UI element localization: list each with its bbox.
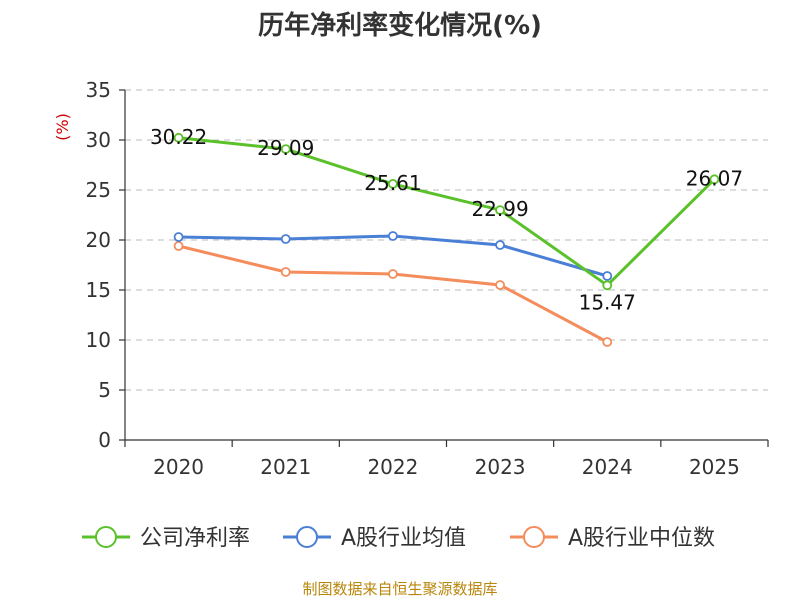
chart-title: 历年净利率变化情况(%)	[258, 10, 542, 41]
point-2-2021	[280, 267, 291, 277]
y-tick-label-10: 10	[86, 328, 111, 352]
point-0-2025	[709, 174, 720, 185]
point-0-2023	[495, 205, 505, 216]
point-2-2023	[495, 280, 505, 290]
legend-label-2: A股行业中位数	[568, 526, 715, 551]
x-tick-label-2022: 2022	[367, 455, 418, 479]
legend-item-0: 公司净利率	[82, 526, 250, 551]
x-tick-label-2020: 2020	[153, 455, 204, 479]
source-note: 制图数据来自恒生聚源数据库	[302, 580, 497, 598]
point-2-2022	[388, 269, 398, 279]
x-tick-label-2023: 2023	[475, 455, 526, 479]
legend: 公司净利率 A股行业均值 A股行业中位数	[82, 526, 715, 551]
legend-item-1: A股行业均值	[283, 526, 466, 551]
x-tick-label-2025: 2025	[689, 455, 740, 479]
y-tick-label-30: 30	[86, 128, 111, 152]
data-label-2020: 30.22	[150, 125, 207, 149]
y-tick-label-0: 0	[98, 428, 111, 452]
point-1-2023	[495, 240, 505, 250]
y-tick-label-15: 15	[86, 278, 111, 302]
point-0-2022	[388, 178, 398, 189]
point-0-2021	[280, 144, 291, 155]
data-label-2021: 29.09	[257, 136, 314, 160]
y-axis-label: (%)	[53, 113, 72, 141]
series-line-2	[178, 244, 608, 344]
legend-marker-1	[296, 526, 318, 548]
y-tick-label-35: 35	[86, 78, 111, 102]
y-tick-label-25: 25	[86, 178, 111, 202]
legend-label-0: 公司净利率	[140, 526, 250, 551]
point-2-2020	[173, 241, 184, 251]
series-lines	[173, 132, 720, 347]
point-0-2024	[602, 280, 613, 291]
x-tick-label-2024: 2024	[582, 455, 633, 479]
point-1-2021	[280, 234, 291, 244]
series-2	[173, 241, 613, 347]
data-label-2024: 15.47	[579, 290, 636, 314]
point-0-2020	[173, 132, 184, 143]
x-tick-label-2021: 2021	[260, 455, 311, 479]
data-label-2025: 26.07	[686, 166, 743, 190]
y-tick-label-5: 5	[98, 378, 111, 402]
y-tick-label-20: 20	[86, 228, 111, 252]
legend-item-2: A股行业中位数	[510, 526, 715, 551]
data-label-2023: 22.99	[471, 197, 528, 221]
point-1-2020	[173, 232, 184, 242]
point-1-2024	[602, 271, 613, 281]
data-labels: 30.22 29.09 25.61 22.99 15.47 26.07	[150, 125, 743, 314]
series-0	[173, 132, 720, 291]
data-label-2022: 25.61	[364, 171, 421, 195]
point-2-2024	[602, 337, 613, 347]
legend-marker-0	[95, 526, 117, 548]
point-1-2022	[388, 231, 398, 241]
series-1	[173, 231, 613, 281]
legend-label-1: A股行业均值	[341, 526, 466, 551]
series-line-0	[178, 136, 716, 287]
legend-marker-2	[523, 526, 545, 548]
